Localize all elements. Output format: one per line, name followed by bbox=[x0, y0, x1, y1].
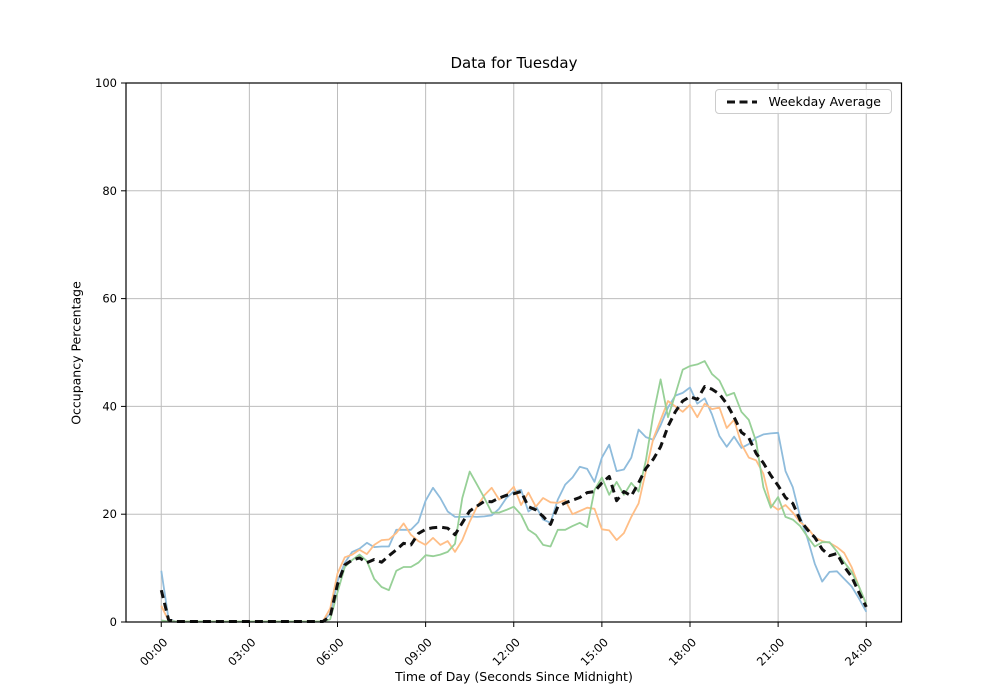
y-tick-label: 80 bbox=[102, 184, 117, 198]
series-line-weekday-average bbox=[159, 385, 868, 623]
x-tick-label: 00:00 bbox=[137, 635, 170, 668]
x-tick-label: 15:00 bbox=[578, 635, 611, 668]
x-axis-label: Time of Day (Seconds Since Midnight) bbox=[395, 669, 633, 684]
y-tick-label: 100 bbox=[95, 76, 117, 90]
y-axis-label: Occupancy Percentage bbox=[68, 281, 84, 425]
x-tick-label: 18:00 bbox=[666, 635, 699, 668]
y-tick-label: 60 bbox=[102, 292, 117, 306]
legend: Weekday Average bbox=[715, 89, 892, 114]
x-tick-label: 06:00 bbox=[313, 635, 346, 668]
y-tick-label: 20 bbox=[102, 507, 117, 521]
x-tick-label: 21:00 bbox=[754, 635, 787, 668]
legend-dashed-line-sample-icon bbox=[727, 100, 758, 103]
x-tick-label: 03:00 bbox=[225, 635, 258, 668]
x-tick-label: 12:00 bbox=[490, 635, 523, 668]
x-tick-label: 09:00 bbox=[401, 635, 434, 668]
chart-title: Data for Tuesday bbox=[450, 54, 578, 72]
y-tick-label: 40 bbox=[102, 399, 117, 413]
y-tick-label: 0 bbox=[110, 615, 117, 629]
x-tick-label: 24:00 bbox=[842, 635, 875, 668]
legend-label: Weekday Average bbox=[768, 94, 881, 109]
